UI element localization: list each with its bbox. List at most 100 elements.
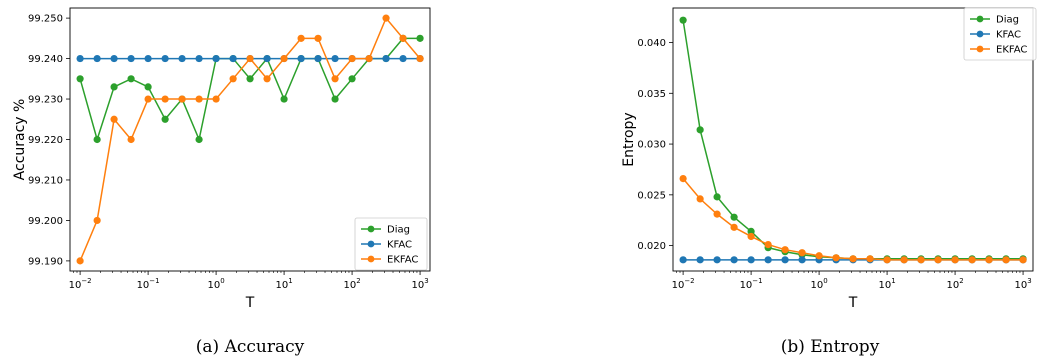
data-point-kfac	[730, 256, 738, 264]
x-tick-label: 10−1	[740, 277, 763, 291]
y-axis-label: Accuracy %	[12, 99, 28, 181]
data-point-ekfac	[730, 223, 738, 231]
x-tick-label: 100	[207, 277, 224, 291]
x-tick-label: 101	[275, 277, 292, 291]
data-point-kfac	[382, 54, 390, 63]
data-point-diag	[246, 75, 254, 83]
data-point-diag	[713, 193, 721, 201]
legend-marker	[976, 45, 984, 53]
x-tick-label: 103	[1014, 277, 1031, 291]
data-point-ekfac	[280, 54, 288, 63]
y-tick-label: 99.220	[28, 135, 63, 146]
data-point-ekfac	[127, 135, 135, 144]
data-point-diag	[730, 213, 738, 221]
data-point-ekfac	[934, 256, 942, 264]
legend-marker	[976, 30, 984, 38]
data-point-kfac	[161, 54, 169, 63]
data-point-ekfac	[93, 216, 101, 225]
data-point-kfac	[764, 256, 772, 264]
data-point-diag	[127, 75, 135, 83]
data-point-ekfac	[985, 256, 993, 264]
y-tick-label: 0.040	[637, 38, 666, 49]
data-point-ekfac	[212, 95, 220, 103]
data-point-kfac	[399, 54, 407, 63]
data-point-ekfac	[968, 256, 976, 264]
chart-caption: (a) Accuracy	[196, 337, 305, 357]
data-point-ekfac	[1019, 256, 1027, 264]
data-point-ekfac	[832, 254, 840, 262]
data-point-kfac	[696, 256, 704, 264]
chart-caption: (b) Entropy	[781, 337, 880, 357]
legend-label: EKFAC	[996, 45, 1027, 56]
x-tick-label: 102	[343, 277, 360, 291]
data-point-kfac	[798, 256, 806, 264]
y-tick-label: 99.250	[28, 14, 63, 25]
accuracy-chart: 10−2 10−1 100 101 102 103 99.190 99.200 99.210 99…	[12, 7, 431, 357]
data-point-ekfac	[399, 34, 407, 42]
data-point-kfac	[713, 256, 721, 264]
data-point-kfac	[93, 54, 101, 63]
data-point-diag	[331, 95, 339, 103]
data-point-diag	[110, 83, 118, 91]
data-point-ekfac	[76, 257, 84, 265]
legend-label: Diag	[996, 15, 1019, 26]
y-tick-label: 0.025	[637, 190, 666, 201]
entropy-chart: 10−2 10−1 100 101 102 103 0.020 0.025 0.030 0.035…	[621, 7, 1037, 357]
data-point-kfac	[195, 54, 203, 63]
y-tick-label: 99.230	[28, 95, 63, 106]
data-point-ekfac	[331, 75, 339, 83]
x-tick-label: 100	[810, 277, 827, 291]
data-point-ekfac	[246, 54, 254, 63]
y-tick-label: 99.210	[28, 175, 63, 186]
data-point-kfac	[747, 256, 755, 264]
data-point-kfac	[76, 54, 84, 63]
data-point-kfac	[781, 256, 789, 264]
data-point-diag	[195, 135, 203, 144]
data-point-ekfac	[1002, 256, 1010, 264]
data-point-diag	[416, 34, 424, 42]
y-tick-label: 0.030	[637, 140, 666, 151]
legend: Diag KFAC EKFAC	[963, 7, 1037, 61]
data-point-ekfac	[161, 95, 169, 103]
x-tick-label: 102	[946, 277, 963, 291]
y-tick-label: 0.020	[637, 241, 666, 252]
data-point-ekfac	[951, 256, 959, 264]
data-point-kfac	[212, 54, 220, 63]
data-point-kfac	[127, 54, 135, 63]
x-tick-label: 10−2	[69, 277, 92, 291]
x-tick-label: 103	[411, 277, 428, 291]
data-point-ekfac	[382, 14, 390, 22]
data-point-ekfac	[900, 256, 908, 264]
legend: Diag KFAC EKFAC	[354, 217, 428, 271]
data-point-kfac	[263, 54, 271, 63]
data-point-ekfac	[416, 54, 424, 63]
legend-marker	[367, 255, 375, 263]
data-point-ekfac	[696, 195, 704, 203]
y-axis-label: Entropy	[621, 112, 637, 166]
data-point-ekfac	[144, 95, 152, 103]
legend-marker	[367, 225, 375, 233]
data-point-ekfac	[229, 75, 237, 83]
data-point-diag	[747, 227, 755, 235]
data-point-kfac	[679, 256, 687, 264]
data-point-ekfac	[110, 115, 118, 123]
data-point-ekfac	[815, 252, 823, 260]
data-point-ekfac	[917, 256, 925, 264]
data-point-ekfac	[679, 174, 687, 183]
x-tick-label: 101	[878, 277, 895, 291]
data-point-diag	[280, 95, 288, 103]
data-point-kfac	[314, 54, 322, 63]
x-axis-label: T	[848, 295, 858, 311]
data-point-diag	[93, 135, 101, 144]
data-point-kfac	[229, 54, 237, 63]
legend-label: KFAC	[387, 240, 412, 251]
legend-label: Diag	[387, 225, 410, 236]
legend-label: KFAC	[996, 30, 1021, 41]
plot-frame	[672, 7, 1034, 272]
data-point-ekfac	[849, 255, 857, 263]
data-point-ekfac	[883, 256, 891, 264]
data-point-ekfac	[297, 34, 305, 42]
x-axis-label: T	[245, 295, 255, 311]
legend-marker	[367, 240, 375, 248]
